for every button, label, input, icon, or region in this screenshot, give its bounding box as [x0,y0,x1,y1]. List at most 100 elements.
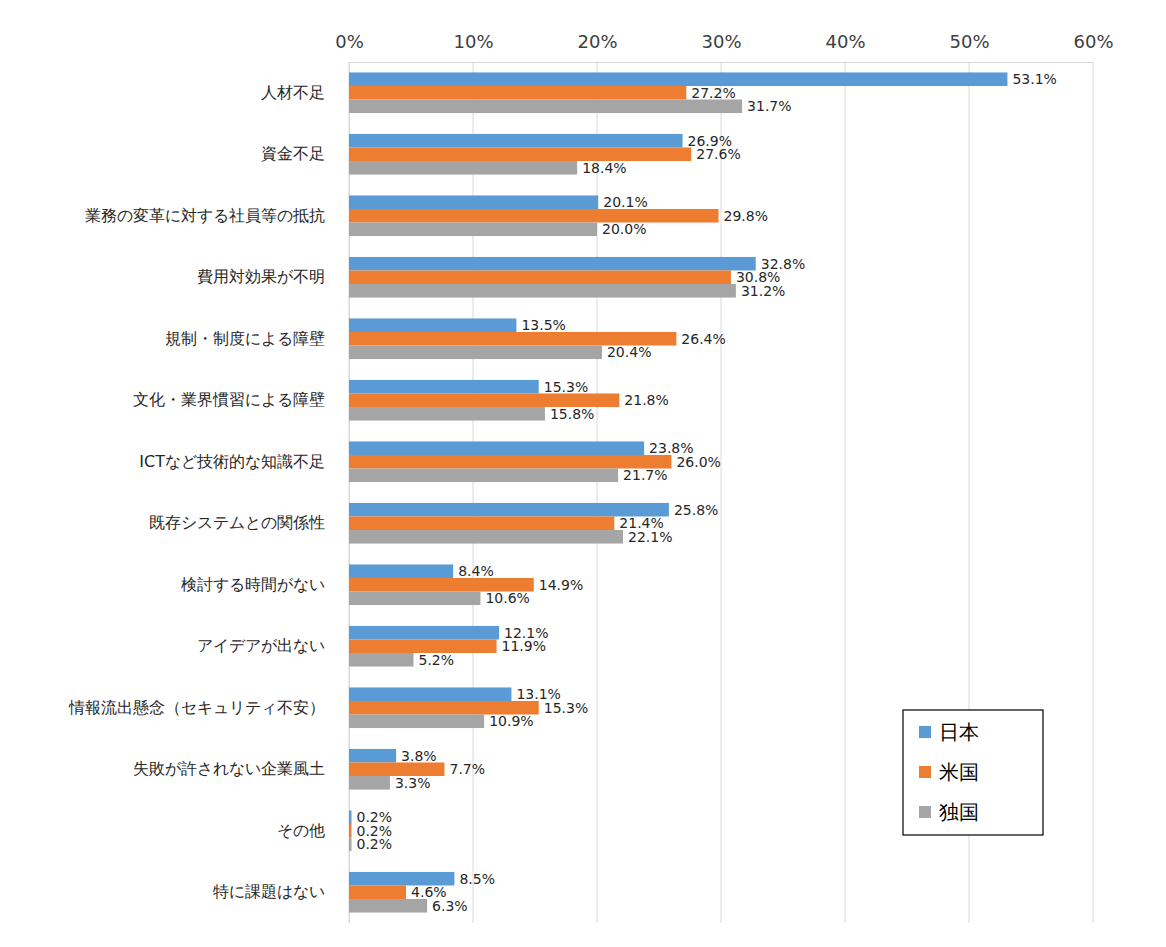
data-label: 31.2% [741,283,785,299]
y-tick: 業務の変革に対する社員等の抵抗 [85,206,349,225]
legend-swatch [919,766,931,778]
data-label: 15.3% [544,700,588,716]
bar [349,147,691,161]
category-label: ICTなど技術的な知識不足 [139,452,325,471]
y-tick: 資金不足 [261,144,349,163]
category-label: 検討する時間がない [181,575,325,594]
y-axis: 人材不足資金不足業務の変革に対する社員等の抵抗費用対効果が不明規制・制度による障… [68,63,350,924]
bar [349,195,598,209]
bar [349,838,351,852]
y-tick: 文化・業界慣習による障壁 [133,390,349,409]
data-label: 13.5% [521,317,565,333]
data-label: 29.8% [724,208,768,224]
y-tick: ICTなど技術的な知識不足 [139,452,349,471]
bar [349,715,484,729]
x-tick: 20% [577,31,617,62]
grid [349,62,1093,923]
bar [349,134,683,148]
bar [349,270,731,284]
bar [349,626,499,640]
y-tick: 特に課題はない [213,882,349,901]
legend-frame [903,710,1043,835]
bar [349,899,427,913]
data-label: 6.3% [432,898,468,914]
data-label: 26.0% [676,454,720,470]
bar [349,318,516,332]
data-label: 27.2% [691,85,735,101]
category-label: アイデアが出ない [197,636,325,655]
grid-line [721,62,722,923]
legend-label: 米国 [939,760,979,784]
x-tick: 40% [825,31,865,62]
category-label: 特に課題はない [213,882,325,901]
x-tick-label: 40% [825,31,865,52]
bar [349,776,390,790]
data-label: 10.6% [485,590,529,606]
bar [349,346,602,360]
legend-swatch [919,806,931,818]
data-label: 7.7% [449,761,485,777]
data-label: 18.4% [582,160,626,176]
x-tick-label: 30% [701,31,741,52]
category-label: 人材不足 [261,83,325,102]
data-label: 20.1% [603,194,647,210]
bar [349,810,351,824]
grid-line [349,62,350,923]
bar [349,441,644,455]
x-tick: 30% [701,31,741,62]
bar [349,885,406,899]
category-label: 業務の変革に対する社員等の抵抗 [85,206,325,225]
data-label: 53.1% [1012,71,1056,87]
series [349,100,742,913]
data-label: 15.3% [544,379,588,395]
x-axis: 0% 10% 20% 30% 40% 50% 60% [335,31,1113,63]
data-label: 0.2% [356,836,392,852]
data-label: 21.7% [623,467,667,483]
y-tick: 情報流出懸念（セキュリティ不安） [68,698,349,717]
grid-line [597,62,598,923]
grid-line [1093,62,1094,923]
series [349,86,731,899]
data-label: 26.4% [681,331,725,347]
data-label: 20.4% [607,344,651,360]
x-tick-label: 50% [949,31,989,52]
bar [349,380,539,394]
category-label: 費用対効果が不明 [197,267,325,286]
data-label: 3.8% [401,748,437,764]
data-label: 15.8% [550,406,594,422]
grid-line [473,62,474,923]
y-axis-line [349,63,350,924]
grid-line [845,62,846,923]
x-tick-label: 60% [1073,31,1113,52]
category-label: 既存システムとの関係性 [149,513,325,532]
y-tick: アイデアが出ない [197,636,349,655]
category-label: 文化・業界慣習による障壁 [133,390,325,409]
legend-label: 独国 [939,800,979,824]
data-label: 5.2% [418,652,454,668]
data-label: 8.5% [459,871,495,887]
y-tick: 人材不足 [261,83,349,102]
x-tick: 60% [1073,31,1113,62]
bar [349,516,614,530]
bar [349,469,618,483]
data-label: 3.3% [395,775,431,791]
category-label: 資金不足 [261,144,325,163]
data-label: 22.1% [628,529,672,545]
data-label: 20.0% [602,221,646,237]
bar [349,72,1007,86]
x-tick: 50% [949,31,989,62]
data-label: 11.9% [502,638,546,654]
bar [349,407,545,421]
legend: 日本米国独国 [903,710,1043,835]
category-label: その他 [277,821,325,840]
data-label: 25.8% [674,502,718,518]
bar [349,653,413,667]
bar [349,100,742,114]
x-tick: 0% [335,31,364,62]
data-label: 31.7% [747,98,791,114]
y-tick: その他 [277,821,349,840]
data-label: 8.4% [458,563,494,579]
bar [349,824,351,838]
legend-swatch [919,726,931,738]
x-tick: 10% [453,31,493,62]
